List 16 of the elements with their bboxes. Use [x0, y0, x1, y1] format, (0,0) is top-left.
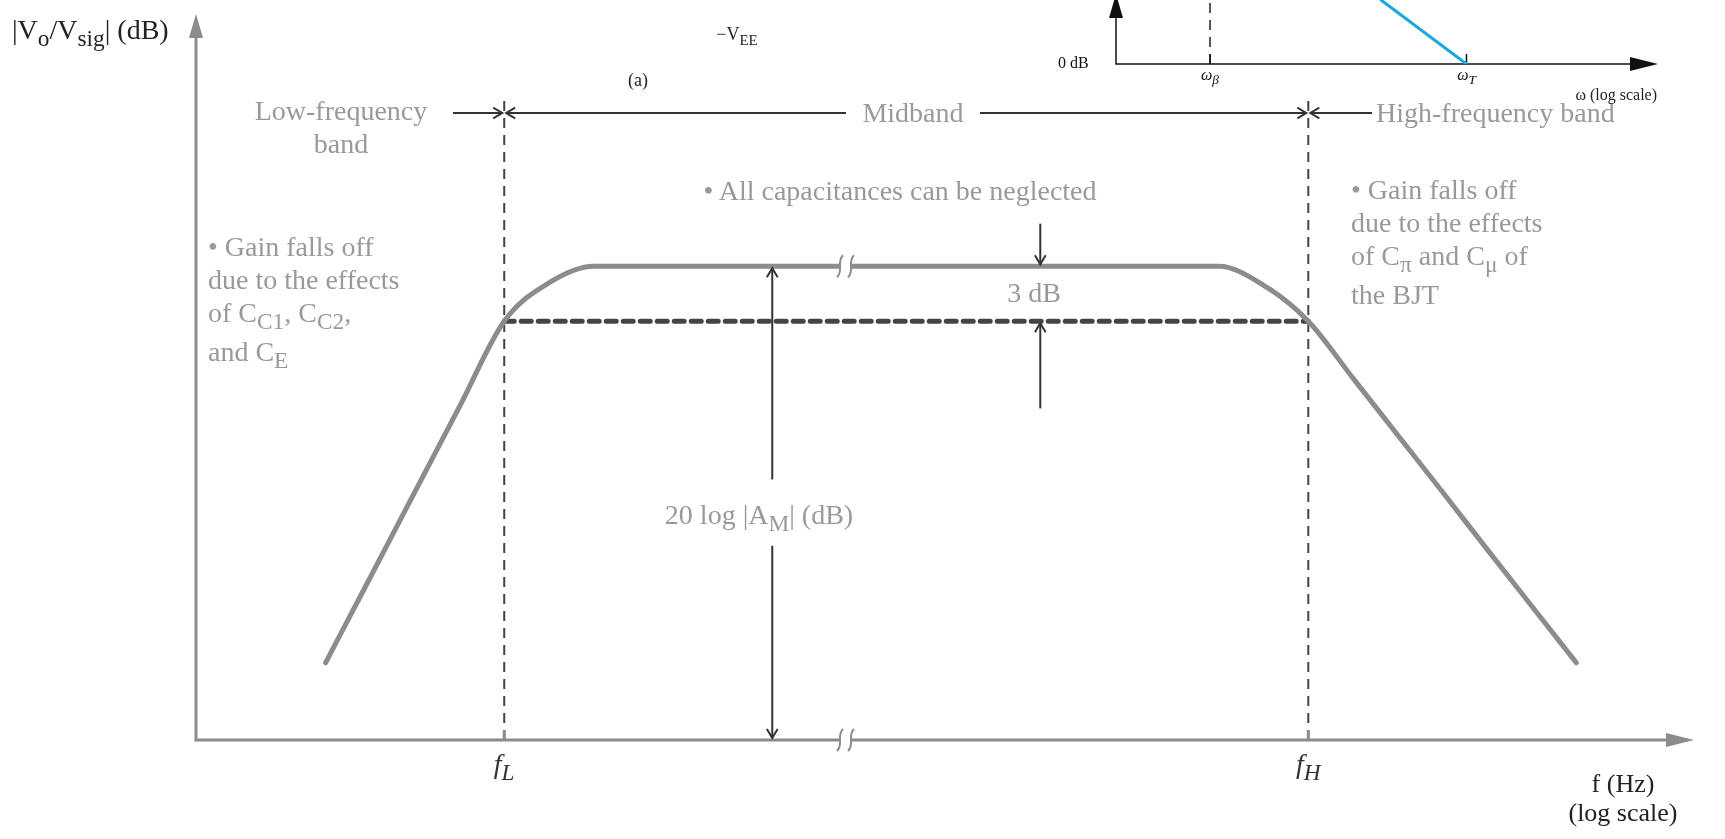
text: −V$_{EE}$ [716, 24, 758, 50]
y-axis-title: |V$_{o}$/V$_{sig}$| (dB) [12, 14, 169, 52]
text: • Gain falls off due to the effects of C$_{C1}$, C$_{C2}$, and C$_{E}$ [208, 231, 400, 373]
annotation: 20 log |A$_{M}$| (dB) [660, 498, 858, 538]
text: 0 dB [1058, 54, 1089, 73]
x-tick-label: ω$_{β}$ [1201, 66, 1219, 89]
x-tick-label: f$_{L}$ [493, 748, 515, 786]
text: Low-frequency band [250, 94, 432, 161]
text: • All capacitances can be neglected [703, 174, 1097, 208]
text: (a) [628, 70, 648, 92]
x-tick-label: ω$_{T}$ [1457, 66, 1476, 89]
annotation: 3 dB [1007, 276, 1061, 310]
x-tick-label: f$_{H}$ [1295, 748, 1321, 786]
x-axis-title: ω (log scale) [1575, 86, 1657, 104]
text: • Gain falls off due to the effects of C$_{π}$ and C$_{μ}$ of the BJT [1351, 174, 1543, 311]
x-axis-title: f (Hz) (log scale) [1567, 769, 1679, 828]
